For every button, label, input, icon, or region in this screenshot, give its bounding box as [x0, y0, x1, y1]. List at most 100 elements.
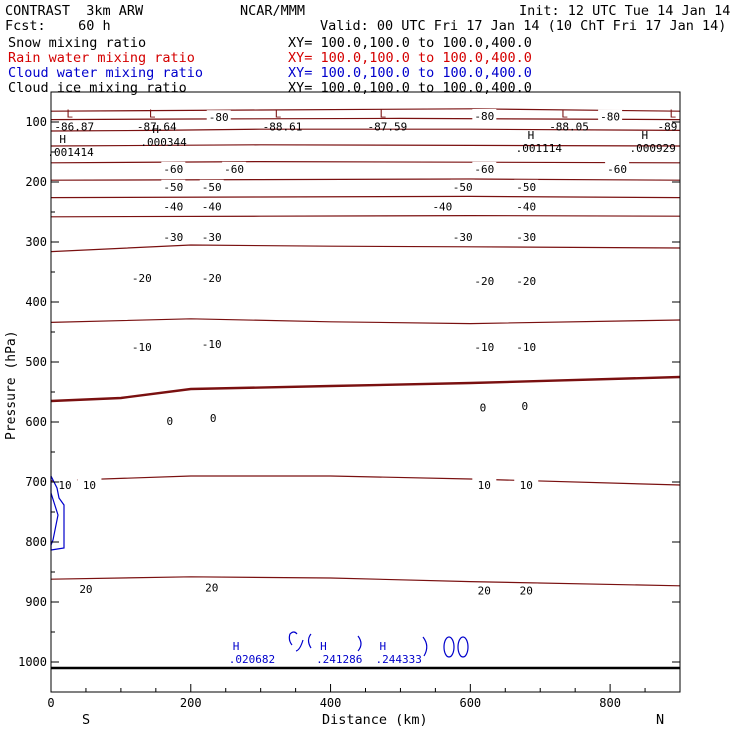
cloud-max-mark-0: H	[233, 640, 240, 653]
contour-label-bg-0	[206, 110, 231, 123]
extremum-value-1: -87.64	[137, 121, 177, 134]
contour-label-21: -20	[474, 275, 494, 288]
contour-label-bg-8	[199, 179, 224, 192]
contour-label-bg-13	[430, 199, 455, 212]
cloud-max-value-2: .244333	[375, 653, 421, 666]
contour-label-35: 20	[79, 583, 92, 596]
cloud-water-contours	[50, 475, 469, 658]
extremum-value-9: .000929	[630, 142, 676, 155]
contour-label-26: -10	[516, 341, 536, 354]
legend-rain-xy: XY= 100.0,100.0 to 100.0,400.0	[288, 50, 532, 66]
contour-label-25: -10	[474, 341, 494, 354]
cloud-water-blob-5	[457, 636, 469, 658]
contour-label-bg-11	[161, 199, 186, 212]
contour-line-0	[50, 108, 681, 112]
contour-label-20: -20	[202, 272, 222, 285]
contour-line-11	[50, 475, 681, 486]
cloud-max-value-1: .241286	[316, 653, 362, 666]
contour-label-38: 20	[520, 585, 533, 598]
valid-time: Valid: 00 UTC Fri 17 Jan 14 (10 ChT Fri …	[320, 18, 727, 34]
contour-label-4: -60	[224, 163, 244, 176]
legend-rain: Rain water mixing ratio	[8, 50, 195, 66]
extremum-value-7: .001414	[47, 146, 94, 159]
extremum-value-6: .000344	[140, 136, 187, 149]
contour-label-29: 0	[480, 402, 487, 415]
x-tick-label-1: 200	[180, 696, 202, 710]
contour-label-22: -20	[516, 275, 536, 288]
contour-label-1: -80	[474, 110, 494, 123]
cloud-water-blob-3	[422, 636, 428, 657]
contour-line-1	[50, 117, 681, 121]
y-tick-label-6: 700	[25, 475, 47, 489]
contour-label-bg-25	[472, 340, 497, 352]
temperature-contours	[50, 108, 681, 670]
south-label: S	[82, 712, 91, 728]
legend-cloud-water-xy: XY= 100.0,100.0 to 100.0,400.0	[288, 65, 532, 81]
contour-label-bg-7	[161, 179, 186, 192]
contour-label-bg-22	[514, 274, 539, 286]
x-tick-label-0: 0	[47, 696, 54, 710]
contour-line-9	[50, 318, 681, 325]
extremum-mark-3: L	[379, 108, 386, 121]
contour-label-bg-15	[161, 230, 186, 243]
contour-line-5	[50, 178, 681, 181]
contour-label-bg-18	[514, 230, 539, 243]
contour-label-bg-33	[472, 478, 497, 490]
contour-line-8	[50, 244, 681, 253]
forecast-hour: Fcst: 60 h	[5, 18, 111, 34]
extremum-value-2: -88.61	[263, 121, 303, 134]
contour-label-36: 20	[205, 582, 218, 595]
extremum-mark-2: L	[275, 108, 282, 121]
cloud-max-mark-1: H	[320, 640, 327, 653]
contour-label-bg-26	[514, 340, 539, 352]
contour-label-6: -60	[607, 163, 627, 176]
extremum-value-4: -88.05	[549, 121, 589, 134]
plot-frame	[50, 91, 681, 693]
extremum-mark-7: H	[59, 133, 66, 146]
contour-label-0: -80	[209, 111, 229, 124]
contour-label-bg-20	[199, 271, 224, 283]
contour-label-16: -30	[202, 231, 222, 244]
extremum-value-3: -87.59	[367, 121, 407, 134]
contour-label-30: 0	[522, 400, 529, 413]
extremum-mark-4: L	[561, 108, 568, 121]
contour-label-11: -40	[163, 201, 183, 214]
contour-label-8: -50	[202, 181, 222, 194]
x-tick-label-4: 800	[599, 696, 621, 710]
contour-label-bg-31	[52, 478, 77, 490]
contour-label-bg-21	[472, 274, 497, 286]
y-tick-label-9: 1000	[18, 655, 47, 669]
contour-label-bg-19	[129, 271, 154, 283]
x-tick-label-2: 400	[320, 696, 342, 710]
contour-line-6	[50, 195, 681, 199]
contour-label-12: -40	[202, 201, 222, 214]
y-tick-label-1: 200	[25, 175, 47, 189]
contour-label-bg-24	[199, 337, 224, 349]
cloud-water-contour-left-inner	[50, 492, 59, 546]
contour-label-bg-38	[514, 583, 539, 596]
contour-label-31: 10	[58, 479, 71, 492]
contour-line-7	[50, 214, 681, 218]
y-axis-label: Pressure (hPa)	[4, 330, 19, 440]
contour-label-37: 20	[478, 585, 491, 598]
contour-line-10	[50, 375, 681, 403]
legend-cloud-water: Cloud water mixing ratio	[8, 65, 204, 81]
cloud-water-blob-2	[307, 633, 362, 652]
extremum-value-0: -86.87	[54, 121, 94, 134]
north-label: N	[656, 712, 665, 728]
contour-label-34: 10	[520, 479, 533, 492]
y-tick-label-0: 100	[25, 115, 47, 129]
contour-label-3: -60	[163, 163, 183, 176]
contour-label-bg-16	[199, 230, 224, 243]
contour-label-bg-10	[514, 179, 539, 192]
contour-label-bg-1	[472, 109, 497, 121]
extremum-value-5: -89	[658, 121, 678, 134]
contour-label-bg-27	[157, 413, 182, 426]
extremum-mark-6: H	[152, 123, 159, 136]
contour-label-19: -20	[132, 272, 152, 285]
contour-label-10: -50	[516, 181, 536, 194]
contour-line-2	[50, 128, 681, 132]
contour-label-2: -80	[600, 111, 620, 124]
contour-line-3	[50, 144, 681, 147]
org-label: NCAR/MMM	[240, 3, 306, 19]
